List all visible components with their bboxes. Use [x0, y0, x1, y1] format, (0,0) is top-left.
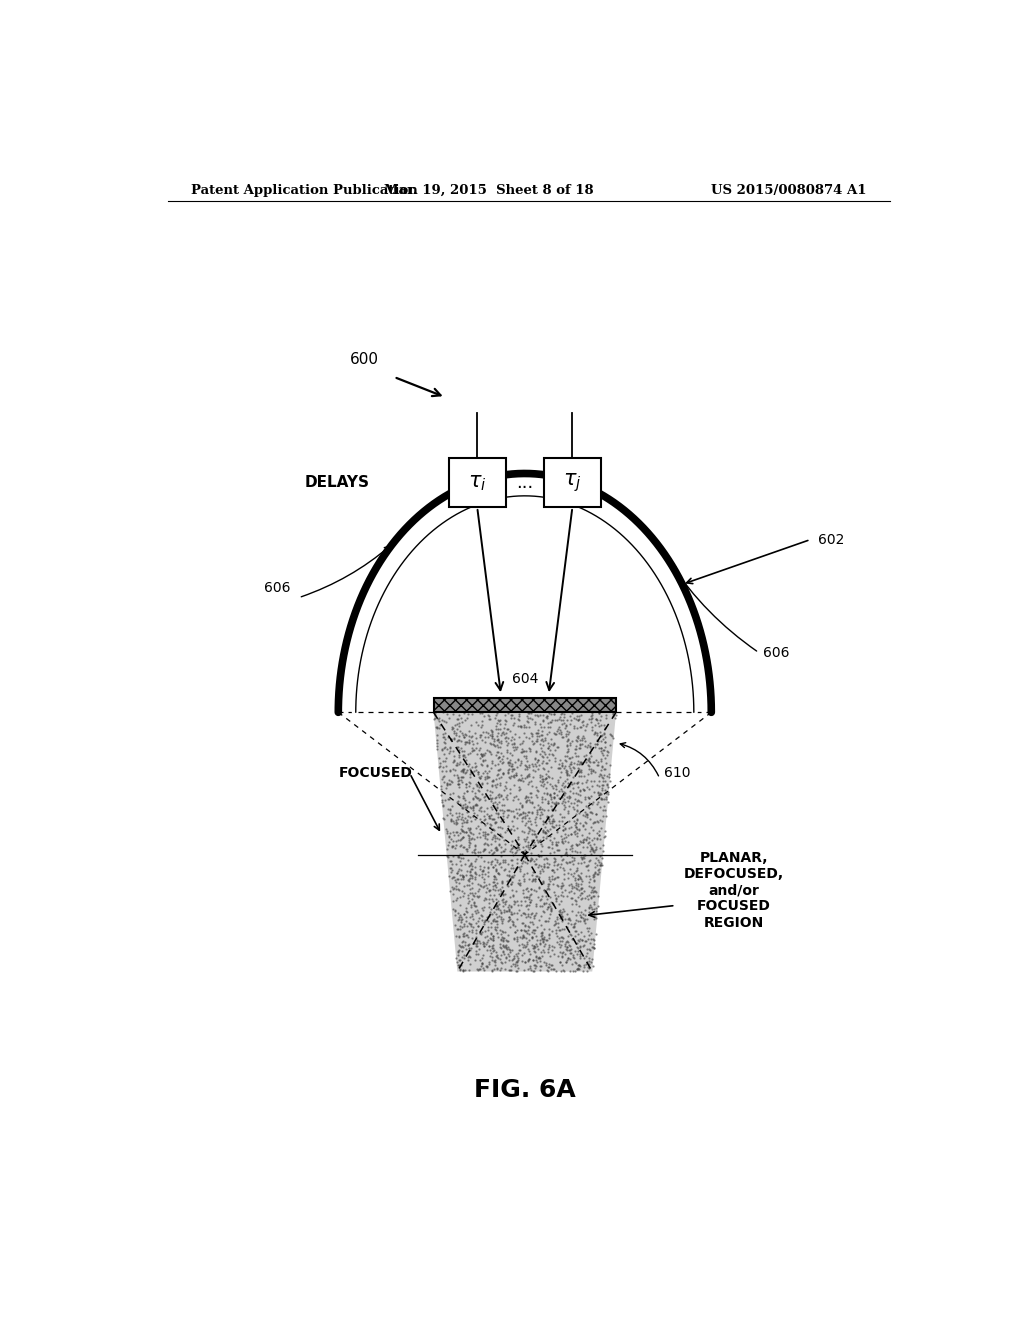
- Text: FIG. 6A: FIG. 6A: [474, 1078, 575, 1102]
- Text: Patent Application Publication: Patent Application Publication: [191, 183, 418, 197]
- Text: PLANAR,
DEFOCUSED,
and/or
FOCUSED
REGION: PLANAR, DEFOCUSED, and/or FOCUSED REGION: [684, 851, 783, 929]
- Text: 604: 604: [512, 672, 538, 686]
- Text: DELAYS: DELAYS: [305, 475, 370, 490]
- Bar: [544, 458, 601, 507]
- Text: FOCUSED: FOCUSED: [338, 767, 413, 780]
- Bar: [433, 698, 616, 713]
- Text: 606: 606: [763, 645, 790, 660]
- Text: US 2015/0080874 A1: US 2015/0080874 A1: [711, 183, 866, 197]
- Text: 602: 602: [818, 532, 845, 546]
- Text: $\tau_j$: $\tau_j$: [563, 471, 582, 494]
- Text: ...: ...: [516, 474, 534, 491]
- Text: $\tau_i$: $\tau_i$: [468, 473, 486, 492]
- Text: 600: 600: [350, 351, 379, 367]
- Text: Mar. 19, 2015  Sheet 8 of 18: Mar. 19, 2015 Sheet 8 of 18: [384, 183, 594, 197]
- Bar: [449, 458, 506, 507]
- Polygon shape: [433, 713, 616, 972]
- Text: 610: 610: [664, 767, 690, 780]
- Text: 606: 606: [264, 581, 291, 594]
